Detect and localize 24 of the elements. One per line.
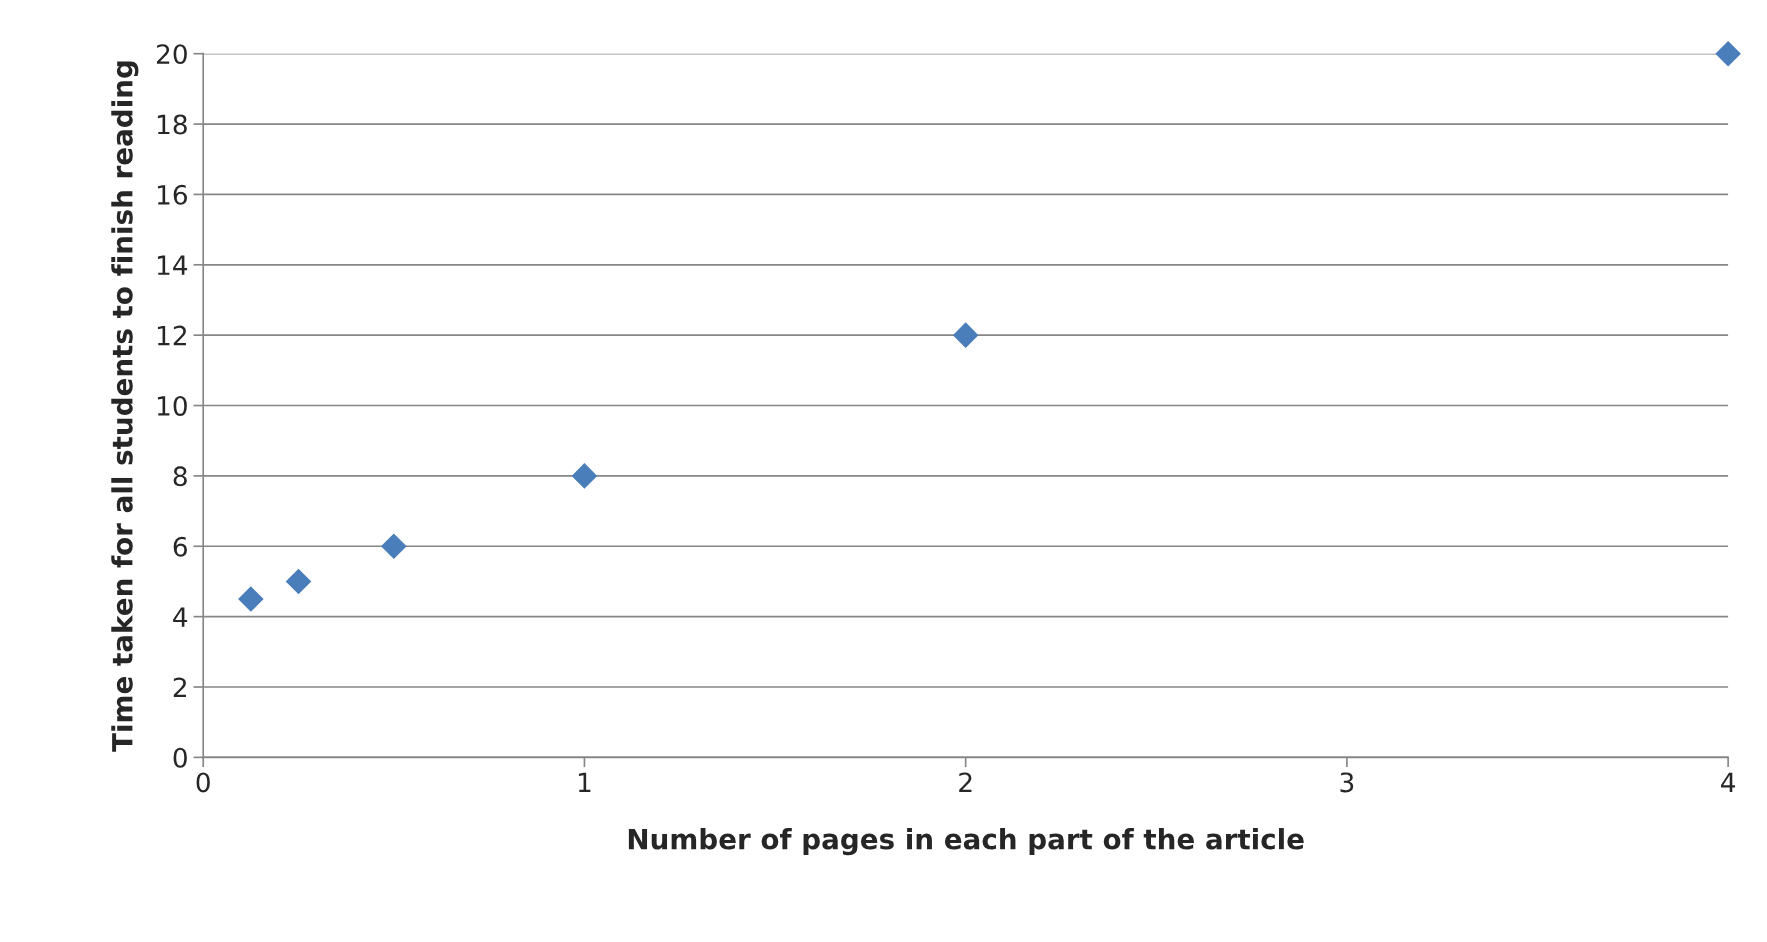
y-tick-label: 16 bbox=[157, 184, 187, 205]
point bbox=[285, 568, 312, 595]
x-tick-label: 1 bbox=[578, 772, 591, 792]
y-axis-title: Time taken for all students to finish reading bbox=[111, 61, 139, 752]
y-tick-label: 18 bbox=[157, 114, 187, 135]
x-tick-label: 0 bbox=[196, 772, 210, 793]
y-tick-label: 12 bbox=[157, 325, 186, 346]
y-tick-label: 10 bbox=[157, 395, 187, 416]
y-tick-label: 20 bbox=[156, 44, 187, 65]
y-tick-label: 4 bbox=[173, 607, 188, 627]
point bbox=[1715, 40, 1741, 67]
x-axis-title: Number of pages in each part of the article bbox=[628, 828, 1304, 856]
point bbox=[381, 533, 407, 560]
point bbox=[238, 586, 264, 612]
y-tick-label: 14 bbox=[157, 255, 188, 275]
y-tick-label: 8 bbox=[173, 466, 187, 487]
x-tick-label: 4 bbox=[1721, 772, 1736, 792]
point bbox=[952, 322, 979, 348]
y-tick-label: 6 bbox=[173, 536, 187, 557]
point bbox=[571, 463, 598, 489]
y-tick-label: 0 bbox=[173, 747, 187, 768]
x-tick-label: 3 bbox=[1340, 772, 1354, 793]
x-tick-label: 2 bbox=[959, 772, 972, 792]
y-tick-label: 2 bbox=[173, 677, 186, 698]
